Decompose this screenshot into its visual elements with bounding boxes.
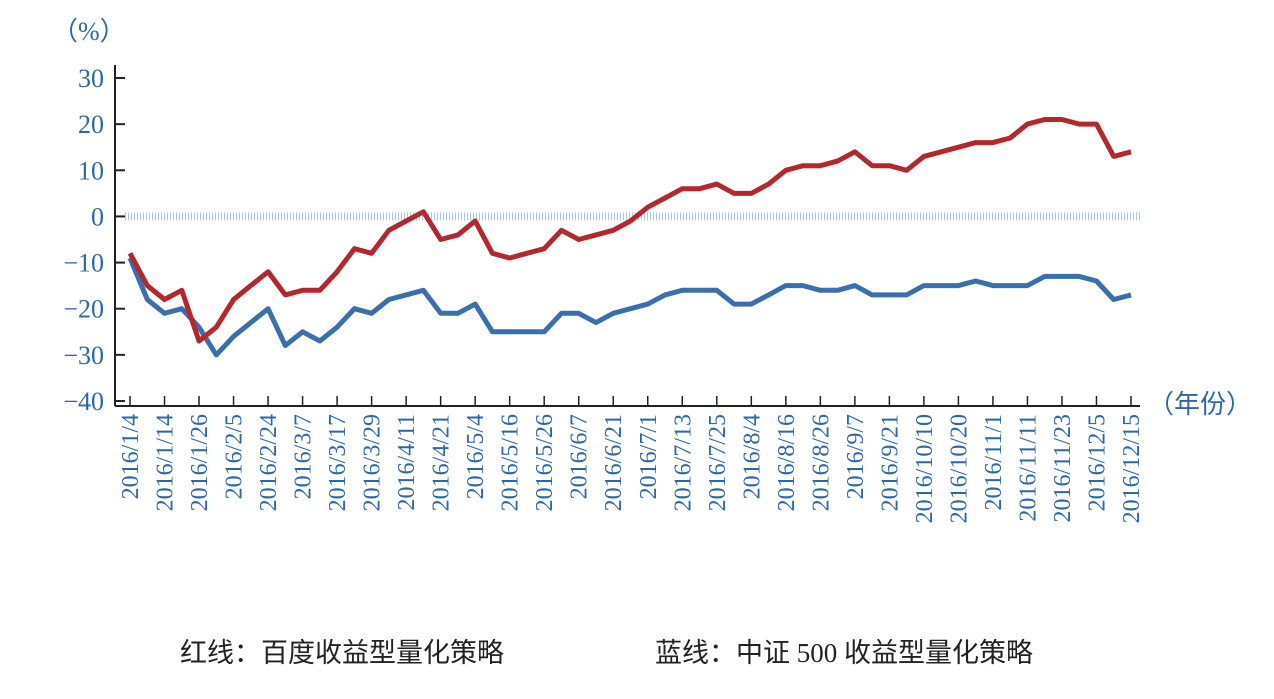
x-tick-label: 2016/12/15 — [1119, 414, 1145, 523]
x-tick-label: 2016/11/1 — [981, 414, 1007, 510]
y-tick-label: 0 — [91, 202, 104, 231]
x-axis-unit: （年份） — [1148, 390, 1252, 419]
x-tick-label: 2016/5/26 — [532, 414, 558, 511]
line-series — [127, 257, 1132, 358]
y-axis-unit: （%） — [52, 17, 126, 46]
x-tick-label: 2016/8/4 — [739, 414, 765, 499]
x-tick-label: 2016/5/16 — [498, 414, 524, 511]
x-tick-label: 2016/1/26 — [187, 414, 213, 511]
x-tick-label: 2016/7/1 — [636, 414, 662, 499]
x-tick-label: 2016/8/16 — [774, 414, 800, 511]
legend-entry: 蓝线：中证 500 收益型量化策略 — [655, 638, 1033, 668]
y-tick-label: −40 — [63, 387, 104, 416]
x-tick-label: 2016/11/23 — [1050, 414, 1076, 522]
x-tick-label: 2016/9/21 — [877, 414, 903, 511]
x-tick-label: 2016/1/14 — [153, 414, 179, 511]
x-tick-label: 2016/1/4 — [118, 414, 144, 499]
y-tick-label: −30 — [63, 341, 104, 370]
x-tick-label: 2016/12/5 — [1084, 414, 1110, 511]
x-tick-label: 2016/6/7 — [567, 414, 593, 499]
x-tick-label: 2016/3/29 — [360, 414, 386, 511]
x-tick-label: 2016/3/7 — [291, 414, 317, 499]
x-tick-label: 2016/4/21 — [429, 414, 455, 511]
y-tick-label: 30 — [78, 64, 104, 93]
line-series — [127, 117, 1132, 344]
x-tick-label: 2016/9/7 — [843, 414, 869, 499]
x-tick-label: 2016/11/11 — [1015, 414, 1041, 522]
x-tick-label: 2016/4/11 — [394, 414, 420, 510]
x-tick-label: 2016/6/21 — [601, 414, 627, 511]
y-tick-label: −10 — [63, 249, 104, 278]
x-tick-label: 2016/10/10 — [912, 414, 938, 523]
x-tick-label: 2016/10/20 — [946, 414, 972, 523]
y-tick-label: 10 — [78, 156, 104, 185]
y-tick-label: 20 — [78, 110, 104, 139]
x-tick-label: 2016/5/4 — [463, 414, 489, 499]
x-tick-label: 2016/2/5 — [222, 414, 248, 499]
x-tick-label: 2016/7/25 — [705, 414, 731, 511]
y-tick-label: −20 — [63, 295, 104, 324]
x-tick-label: 2016/2/24 — [256, 414, 282, 511]
x-tick-label: 2016/3/17 — [325, 414, 351, 511]
x-tick-label: 2016/7/13 — [670, 414, 696, 511]
legend-entry: 红线：百度收益型量化策略 — [180, 638, 504, 668]
x-tick-label: 2016/8/26 — [808, 414, 834, 511]
